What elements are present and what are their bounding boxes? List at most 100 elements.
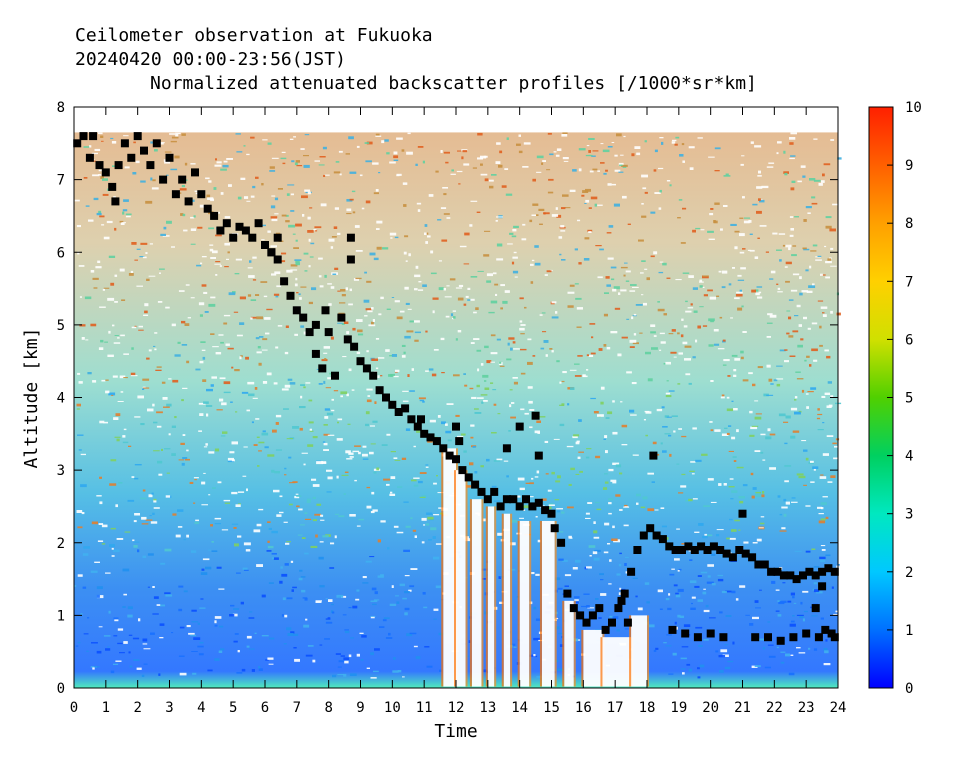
cloud-base-point bbox=[184, 197, 193, 206]
cloud-base-point bbox=[805, 567, 814, 576]
cloud-base-point bbox=[623, 618, 632, 627]
cloud-base-point bbox=[191, 168, 199, 177]
x-tick-label: 9 bbox=[356, 700, 364, 716]
cloud-base-point bbox=[684, 542, 693, 551]
cloud-base-point bbox=[760, 560, 769, 569]
cloud-base-point bbox=[550, 524, 559, 533]
cloud-base-point bbox=[471, 480, 480, 489]
y-tick-label: 7 bbox=[57, 173, 65, 189]
cloud-base-point bbox=[356, 357, 365, 366]
cloud-base-point bbox=[824, 564, 833, 573]
x-tick-label: 12 bbox=[448, 700, 465, 716]
cloud-base-point bbox=[417, 415, 425, 424]
cloud-base-point bbox=[311, 349, 320, 358]
cloud-base-point bbox=[693, 633, 702, 642]
cloud-base-point bbox=[646, 524, 655, 533]
cloud-base-point bbox=[261, 241, 269, 249]
cloud-base-point bbox=[786, 571, 795, 580]
cloud-base-point bbox=[802, 629, 811, 638]
x-tick-label: 22 bbox=[766, 700, 783, 716]
cloud-base-point bbox=[706, 629, 715, 638]
x-tick-label: 13 bbox=[479, 700, 496, 716]
y-tick-label: 8 bbox=[57, 100, 65, 116]
cloud-base-point bbox=[343, 335, 352, 344]
cloud-base-point bbox=[362, 364, 371, 373]
y-axis-label: Altitude [km] bbox=[21, 328, 42, 469]
cloud-base-point bbox=[818, 567, 827, 576]
x-axis-ticks: 0 1 2 3 4 5 6 7 8 9 10 11 12 13 14 15 16 17 18 19 20 21 22 23 24 bbox=[70, 107, 846, 716]
cloud-base-point bbox=[789, 633, 798, 642]
cloud-base-point bbox=[203, 204, 212, 213]
cloud-base-point bbox=[502, 495, 511, 504]
cloud-base-point bbox=[79, 132, 88, 141]
y-tick-label: 2 bbox=[57, 536, 65, 552]
cloud-base-point bbox=[652, 531, 661, 540]
cloud-base-point bbox=[547, 509, 556, 518]
cloud-base-point bbox=[716, 546, 725, 554]
cloud-base-point bbox=[452, 455, 460, 464]
cloud-base-point bbox=[101, 168, 110, 177]
x-tick-label: 0 bbox=[70, 700, 78, 716]
cloud-base-point bbox=[557, 538, 566, 547]
cloud-base-point bbox=[337, 313, 346, 322]
cloud-base-point bbox=[273, 255, 282, 264]
cloud-base-point bbox=[407, 415, 416, 424]
cloud-base-point bbox=[830, 633, 839, 642]
cloud-base-markers bbox=[73, 132, 839, 645]
cloud-base-point bbox=[509, 495, 518, 504]
cloud-base-point bbox=[369, 371, 378, 380]
cloud-base-point bbox=[722, 549, 731, 558]
cloud-base-point bbox=[452, 422, 460, 431]
cloud-base-point bbox=[445, 451, 454, 460]
chart-title-line-2: 20240420 00:00-23:56(JST) bbox=[75, 49, 346, 70]
cloud-base-point bbox=[531, 411, 540, 420]
cloud-base-point bbox=[608, 618, 616, 627]
colorbar-tick-label: 0 bbox=[905, 681, 913, 697]
plot-area bbox=[73, 106, 842, 689]
cloud-base-point bbox=[120, 139, 129, 148]
x-tick-label: 20 bbox=[702, 700, 719, 716]
cloud-base-point bbox=[331, 371, 339, 380]
cloud-base-point bbox=[690, 546, 699, 554]
cloud-base-point bbox=[773, 567, 782, 576]
cloud-base-point bbox=[311, 320, 320, 329]
x-tick-label: 8 bbox=[324, 700, 332, 716]
cloud-base-point bbox=[483, 495, 492, 504]
cloud-base-point bbox=[254, 219, 263, 228]
x-tick-label: 18 bbox=[639, 700, 656, 716]
cloud-base-point bbox=[273, 233, 282, 242]
cloud-base-point bbox=[754, 560, 763, 569]
cloud-base-point bbox=[464, 473, 473, 482]
cloud-base-point bbox=[216, 226, 225, 235]
x-tick-label: 21 bbox=[734, 700, 751, 716]
cloud-base-point bbox=[321, 306, 330, 315]
cloud-base-point bbox=[502, 444, 511, 453]
cloud-base-point bbox=[140, 146, 148, 155]
cloud-base-point bbox=[588, 611, 597, 620]
cloud-base-point bbox=[671, 546, 680, 554]
cloud-base-point bbox=[649, 451, 658, 460]
cloud-base-point bbox=[703, 546, 712, 554]
cloud-base-point bbox=[821, 625, 830, 634]
cloud-base-point bbox=[496, 502, 505, 511]
cloud-base-point bbox=[375, 386, 384, 395]
cloud-base-point bbox=[178, 175, 187, 184]
cloud-base-point bbox=[382, 393, 390, 402]
cloud-base-point bbox=[85, 153, 94, 162]
cloud-base-point bbox=[576, 611, 585, 620]
colorbar-tick-label: 8 bbox=[905, 216, 913, 232]
cloud-base-point bbox=[614, 604, 623, 613]
cloud-base-point bbox=[738, 509, 747, 518]
cloud-base-point bbox=[639, 531, 648, 540]
cloud-base-point bbox=[582, 618, 591, 627]
cloud-base-point bbox=[751, 633, 760, 642]
cloud-base-point bbox=[741, 549, 750, 558]
cloud-base-point bbox=[697, 542, 706, 551]
cloud-base-point bbox=[455, 437, 464, 446]
x-tick-label: 14 bbox=[511, 700, 528, 716]
cloud-base-point bbox=[197, 190, 206, 199]
cloud-base-point bbox=[830, 567, 839, 576]
cloud-base-point bbox=[678, 546, 686, 554]
cloud-base-point bbox=[458, 466, 467, 475]
cloud-base-point bbox=[280, 277, 289, 286]
